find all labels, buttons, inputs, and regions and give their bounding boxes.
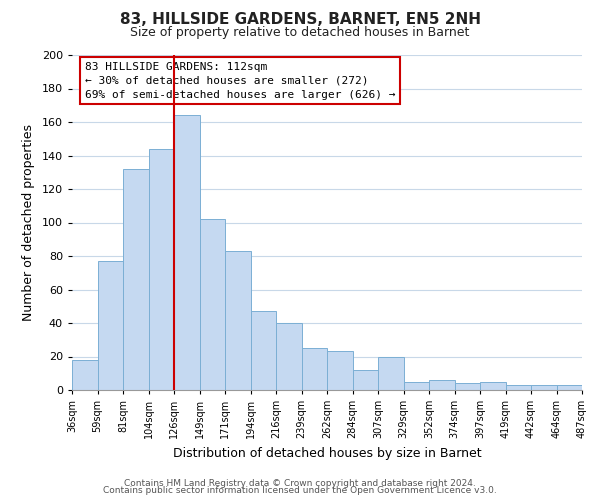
Bar: [429, 380, 455, 390]
Bar: [72, 360, 97, 390]
Bar: [199, 219, 225, 390]
Bar: [353, 370, 378, 390]
X-axis label: Distribution of detached houses by size in Barnet: Distribution of detached houses by size …: [173, 446, 481, 460]
Text: Contains HM Land Registry data © Crown copyright and database right 2024.: Contains HM Land Registry data © Crown c…: [124, 478, 476, 488]
Bar: [455, 384, 480, 390]
Y-axis label: Number of detached properties: Number of detached properties: [22, 124, 35, 321]
Bar: [557, 385, 582, 390]
Bar: [531, 385, 557, 390]
Bar: [149, 149, 174, 390]
Bar: [225, 251, 251, 390]
Bar: [276, 323, 302, 390]
Bar: [404, 382, 429, 390]
Bar: [251, 312, 276, 390]
Bar: [327, 352, 353, 390]
Bar: [505, 385, 531, 390]
Text: 83 HILLSIDE GARDENS: 112sqm
← 30% of detached houses are smaller (272)
69% of se: 83 HILLSIDE GARDENS: 112sqm ← 30% of det…: [85, 62, 395, 100]
Bar: [97, 261, 123, 390]
Bar: [302, 348, 327, 390]
Text: Contains public sector information licensed under the Open Government Licence v3: Contains public sector information licen…: [103, 486, 497, 495]
Text: 83, HILLSIDE GARDENS, BARNET, EN5 2NH: 83, HILLSIDE GARDENS, BARNET, EN5 2NH: [119, 12, 481, 28]
Bar: [378, 356, 404, 390]
Bar: [480, 382, 505, 390]
Bar: [123, 169, 149, 390]
Bar: [174, 116, 199, 390]
Text: Size of property relative to detached houses in Barnet: Size of property relative to detached ho…: [130, 26, 470, 39]
